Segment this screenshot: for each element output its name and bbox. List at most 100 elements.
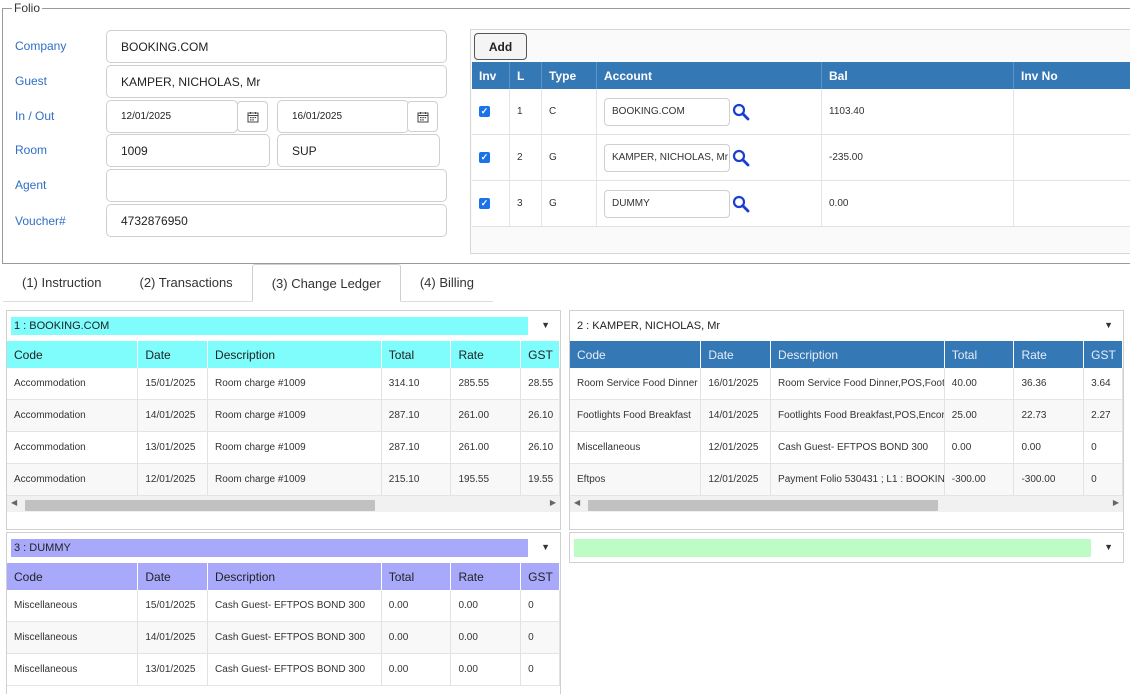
- calendar-icon: [247, 111, 258, 122]
- guest-label: Guest: [15, 74, 48, 88]
- guest-field[interactable]: KAMPER, NICHOLAS, Mr: [106, 65, 447, 98]
- col-total[interactable]: Total: [382, 341, 452, 368]
- col-total[interactable]: Total: [945, 341, 1015, 368]
- account-input[interactable]: DUMMY: [604, 189, 730, 218]
- search-icon[interactable]: [732, 103, 750, 121]
- table-row[interactable]: Miscellaneous 13/01/2025 Cash Guest- EFTPO…: [7, 654, 560, 686]
- col-total[interactable]: Total: [382, 563, 452, 590]
- col-rate[interactable]: Rate: [1014, 341, 1085, 368]
- chevron-down-icon[interactable]: ▼: [541, 542, 550, 552]
- add-account-button[interactable]: Add: [474, 33, 527, 60]
- company-field[interactable]: BOOKING.COM: [106, 30, 447, 63]
- table-row[interactable]: Miscellaneous 14/01/2025 Cash Guest- EFTPO…: [7, 622, 560, 654]
- room-type-field[interactable]: SUP: [277, 134, 440, 167]
- row-type: C: [542, 89, 597, 134]
- ledger-panel-1: 1 : BOOKING.COM ▼ Code Date Description …: [6, 310, 561, 530]
- ledger-header[interactable]: 2 : KAMPER, NICHOLAS, Mr ▼: [570, 311, 1123, 341]
- col-code[interactable]: Code: [7, 563, 139, 590]
- account-row[interactable]: ✓ 3 G DUMMY 0.00: [472, 181, 1130, 227]
- ledger-title: [574, 539, 1091, 557]
- table-row[interactable]: Footlights Food Breakfast 14/01/2025 Footl…: [570, 400, 1123, 432]
- col-inv-no[interactable]: Inv No: [1021, 68, 1058, 83]
- row-balance: 0.00: [822, 181, 1014, 226]
- account-row[interactable]: ✓ 1 C BOOKING.COM 1103.40: [472, 89, 1130, 135]
- search-icon[interactable]: [732, 195, 750, 213]
- account-row[interactable]: ✓ 2 G KAMPER, NICHOLAS, Mr -235.00: [472, 135, 1130, 181]
- col-gst[interactable]: GST: [1084, 341, 1123, 368]
- table-row[interactable]: Accommodation 13/01/2025 Room charge #1009…: [7, 432, 560, 464]
- ledger-header[interactable]: 3 : DUMMY ▼: [7, 533, 560, 563]
- col-gst[interactable]: GST: [521, 341, 560, 368]
- row-inv-no: [1014, 135, 1130, 180]
- ledger-title: 2 : KAMPER, NICHOLAS, Mr: [574, 317, 1091, 335]
- col-type[interactable]: Type: [542, 62, 597, 89]
- ledger-table-header: Code Date Description Total Rate GST: [7, 563, 560, 590]
- col-gst[interactable]: GST: [521, 563, 560, 590]
- chevron-down-icon[interactable]: ▼: [1104, 542, 1113, 552]
- table-row[interactable]: Accommodation 12/01/2025 Room charge #1009…: [7, 464, 560, 496]
- row-line: 3: [510, 181, 542, 226]
- scrollbar-thumb[interactable]: [588, 500, 938, 511]
- accounts-grid-header: Inv L Type Account Bal Inv No: [472, 62, 1130, 89]
- tab-billing[interactable]: (4) Billing: [400, 264, 494, 302]
- account-input[interactable]: BOOKING.COM: [604, 97, 730, 126]
- col-code[interactable]: Code: [7, 341, 139, 368]
- folio-legend: Folio: [12, 1, 43, 15]
- tab-bar: (1) Instruction (2) Transactions (3) Cha…: [3, 264, 494, 302]
- tab-transactions[interactable]: (2) Transactions: [120, 264, 252, 302]
- ledger-panel-3: 3 : DUMMY ▼ Code Date Description Total …: [6, 532, 561, 694]
- tab-instruction[interactable]: (1) Instruction: [3, 264, 121, 302]
- col-account[interactable]: Account: [597, 62, 822, 89]
- col-description[interactable]: Description: [771, 341, 945, 368]
- col-l[interactable]: L: [510, 62, 542, 89]
- row-balance: 1103.40: [822, 89, 1014, 134]
- account-input[interactable]: KAMPER, NICHOLAS, Mr: [604, 143, 730, 172]
- checkin-date-field[interactable]: 12/01/2025: [106, 100, 238, 133]
- ledger-header[interactable]: ▼: [570, 533, 1123, 562]
- row-inv-no: [1014, 89, 1130, 134]
- horizontal-scrollbar[interactable]: ◀ ▶: [7, 496, 560, 512]
- inv-checkbox[interactable]: ✓: [479, 198, 490, 209]
- row-type: G: [542, 135, 597, 180]
- table-row[interactable]: Eftpos 12/01/2025 Payment Folio 530431 ; L…: [570, 464, 1123, 496]
- room-number-field[interactable]: 1009: [106, 134, 270, 167]
- col-description[interactable]: Description: [208, 341, 382, 368]
- col-bal[interactable]: Bal: [822, 62, 1014, 89]
- col-description[interactable]: Description: [208, 563, 382, 590]
- table-row[interactable]: Miscellaneous 15/01/2025 Cash Guest- EFTPO…: [7, 590, 560, 622]
- table-row[interactable]: Accommodation 15/01/2025 Room charge #1009…: [7, 368, 560, 400]
- col-rate[interactable]: Rate: [451, 563, 522, 590]
- agent-field[interactable]: [106, 169, 447, 202]
- checkout-date-field[interactable]: 16/01/2025: [277, 100, 409, 133]
- voucher-field[interactable]: 4732876950: [106, 204, 447, 237]
- company-label: Company: [15, 39, 67, 53]
- scrollbar-thumb[interactable]: [25, 500, 375, 511]
- col-date[interactable]: Date: [138, 563, 209, 590]
- col-rate[interactable]: Rate: [451, 341, 522, 368]
- agent-label: Agent: [15, 178, 47, 192]
- inv-checkbox[interactable]: ✓: [479, 152, 490, 163]
- tab-change-ledger[interactable]: (3) Change Ledger: [251, 264, 401, 302]
- table-row[interactable]: Room Service Food Dinner 16/01/2025 Room S…: [570, 368, 1123, 400]
- checkin-calendar-button[interactable]: [237, 101, 268, 132]
- horizontal-scrollbar[interactable]: ◀ ▶: [570, 496, 1123, 512]
- col-code[interactable]: Code: [570, 341, 702, 368]
- ledger-panel-2: 2 : KAMPER, NICHOLAS, Mr ▼ Code Date Des…: [569, 310, 1124, 530]
- table-row[interactable]: Miscellaneous 12/01/2025 Cash Guest- EFTPO…: [570, 432, 1123, 464]
- ledger-header[interactable]: 1 : BOOKING.COM ▼: [7, 311, 560, 341]
- checkout-calendar-button[interactable]: [407, 101, 438, 132]
- row-inv-no: [1014, 181, 1130, 226]
- col-inv[interactable]: Inv: [472, 62, 510, 89]
- chevron-down-icon[interactable]: ▼: [1104, 320, 1113, 330]
- col-date[interactable]: Date: [138, 341, 209, 368]
- inv-checkbox[interactable]: ✓: [479, 106, 490, 117]
- row-line: 2: [510, 135, 542, 180]
- ledger-title: 3 : DUMMY: [11, 539, 528, 557]
- row-type: G: [542, 181, 597, 226]
- search-icon[interactable]: [732, 149, 750, 167]
- chevron-down-icon[interactable]: ▼: [541, 320, 550, 330]
- voucher-label: Voucher#: [15, 214, 66, 228]
- table-row[interactable]: Accommodation 14/01/2025 Room charge #1009…: [7, 400, 560, 432]
- col-date[interactable]: Date: [701, 341, 772, 368]
- folio-fieldset: [2, 8, 1130, 264]
